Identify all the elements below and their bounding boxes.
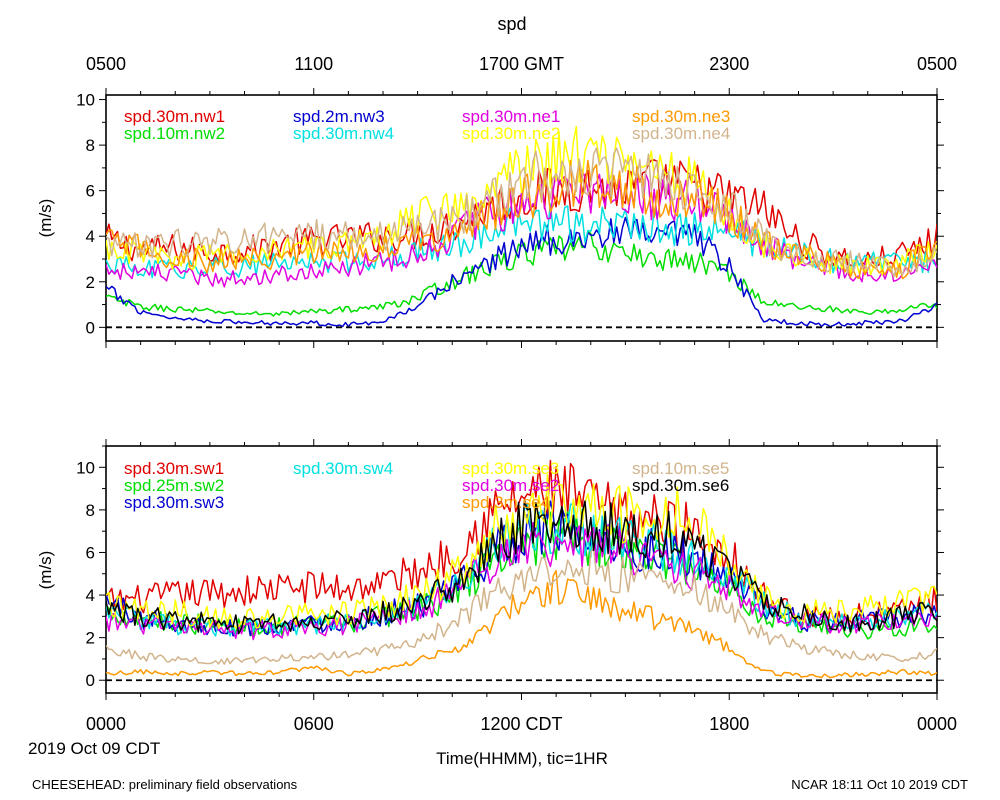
top-tick-label: 0500 <box>917 54 957 74</box>
legend-entry: spd.30m.ne2 <box>462 124 560 143</box>
chart-title: spd <box>497 14 526 34</box>
footer-right: NCAR 18:11 Oct 10 2019 CDT <box>791 777 968 792</box>
y-tick-label: 8 <box>86 501 95 520</box>
legend-entry: spd.30m.se2 <box>462 476 559 495</box>
top-tick-label: 1700 GMT <box>479 54 564 74</box>
series-line-spd-30m-ne4 <box>106 147 937 278</box>
y-tick-label: 6 <box>86 543 95 562</box>
y-tick-label: 8 <box>86 136 95 155</box>
x-axis-label: Time(HHMM), tic=1HR <box>436 749 608 768</box>
legend-entry: spd.30m.nw4 <box>293 124 394 143</box>
legend-entry: spd.10m.nw2 <box>124 124 225 143</box>
y-axis-label: (m/s) <box>36 199 55 238</box>
bottom-tick-label: 0000 <box>917 714 957 734</box>
legend-entry: spd.30m.sw4 <box>293 459 393 478</box>
legend-entry: spd.30m.nw1 <box>124 107 225 126</box>
y-axis-label: (m/s) <box>36 551 55 590</box>
y-tick-label: 2 <box>86 629 95 648</box>
series-line-spd-30m-se3 <box>106 474 937 629</box>
y-tick-label: 4 <box>86 227 95 246</box>
bottom-tick-label: 0000 <box>86 714 126 734</box>
legend-entry: spd.25m.sw2 <box>124 476 224 495</box>
legend-entry: spd.3m.se4 <box>462 493 550 512</box>
top-tick-label: 2300 <box>709 54 749 74</box>
panel-bottom: 0246810(m/s)spd.30m.sw1spd.25m.sw2spd.30… <box>36 439 944 700</box>
footer-left: CHEESEHEAD: preliminary field observatio… <box>32 777 298 792</box>
legend-entry: spd.30m.sw3 <box>124 493 224 512</box>
bottom-tick-label: 0600 <box>294 714 334 734</box>
legend-entry: spd.30m.ne1 <box>462 107 560 126</box>
bottom-tick-label: 1800 <box>709 714 749 734</box>
top-axis-tick-labels: 0500 1100 1700 GMT 2300 0500 <box>86 54 957 74</box>
bottom-axis-tick-labels: 0000 0600 1200 CDT 1800 0000 <box>86 714 957 734</box>
legend-entry: spd.30m.ne3 <box>632 107 730 126</box>
series-line-spd-10m-se5 <box>106 547 937 665</box>
y-tick-label: 2 <box>86 273 95 292</box>
legend-entry: spd.30m.se3 <box>462 459 559 478</box>
top-tick-label: 0500 <box>86 54 126 74</box>
series-group <box>106 125 937 328</box>
legend-entry: spd.10m.se5 <box>632 459 729 478</box>
legend-entry: spd.2m.nw3 <box>293 107 385 126</box>
date-label: 2019 Oct 09 CDT <box>28 739 160 758</box>
top-tick-label: 1100 <box>294 54 333 74</box>
series-group <box>106 459 937 679</box>
series-line-spd-30m-ne3 <box>106 159 937 280</box>
series-line-spd-3m-se4 <box>106 569 937 679</box>
legend-entry: spd.30m.sw1 <box>124 459 224 478</box>
legend-entry: spd.30m.ne4 <box>632 124 730 143</box>
series-line-spd-30m-se6 <box>106 499 937 635</box>
legend-entry: spd.30m.se6 <box>632 476 729 495</box>
series-line-spd-10m-nw2 <box>106 230 937 317</box>
bottom-tick-label: 1200 CDT <box>480 714 562 734</box>
y-tick-label: 0 <box>86 318 95 337</box>
series-line-spd-2m-nw3 <box>106 216 937 328</box>
y-tick-label: 0 <box>86 671 95 690</box>
y-tick-label: 4 <box>86 586 95 605</box>
y-tick-label: 10 <box>76 458 95 477</box>
y-tick-label: 10 <box>76 91 95 110</box>
y-tick-label: 6 <box>86 182 95 201</box>
